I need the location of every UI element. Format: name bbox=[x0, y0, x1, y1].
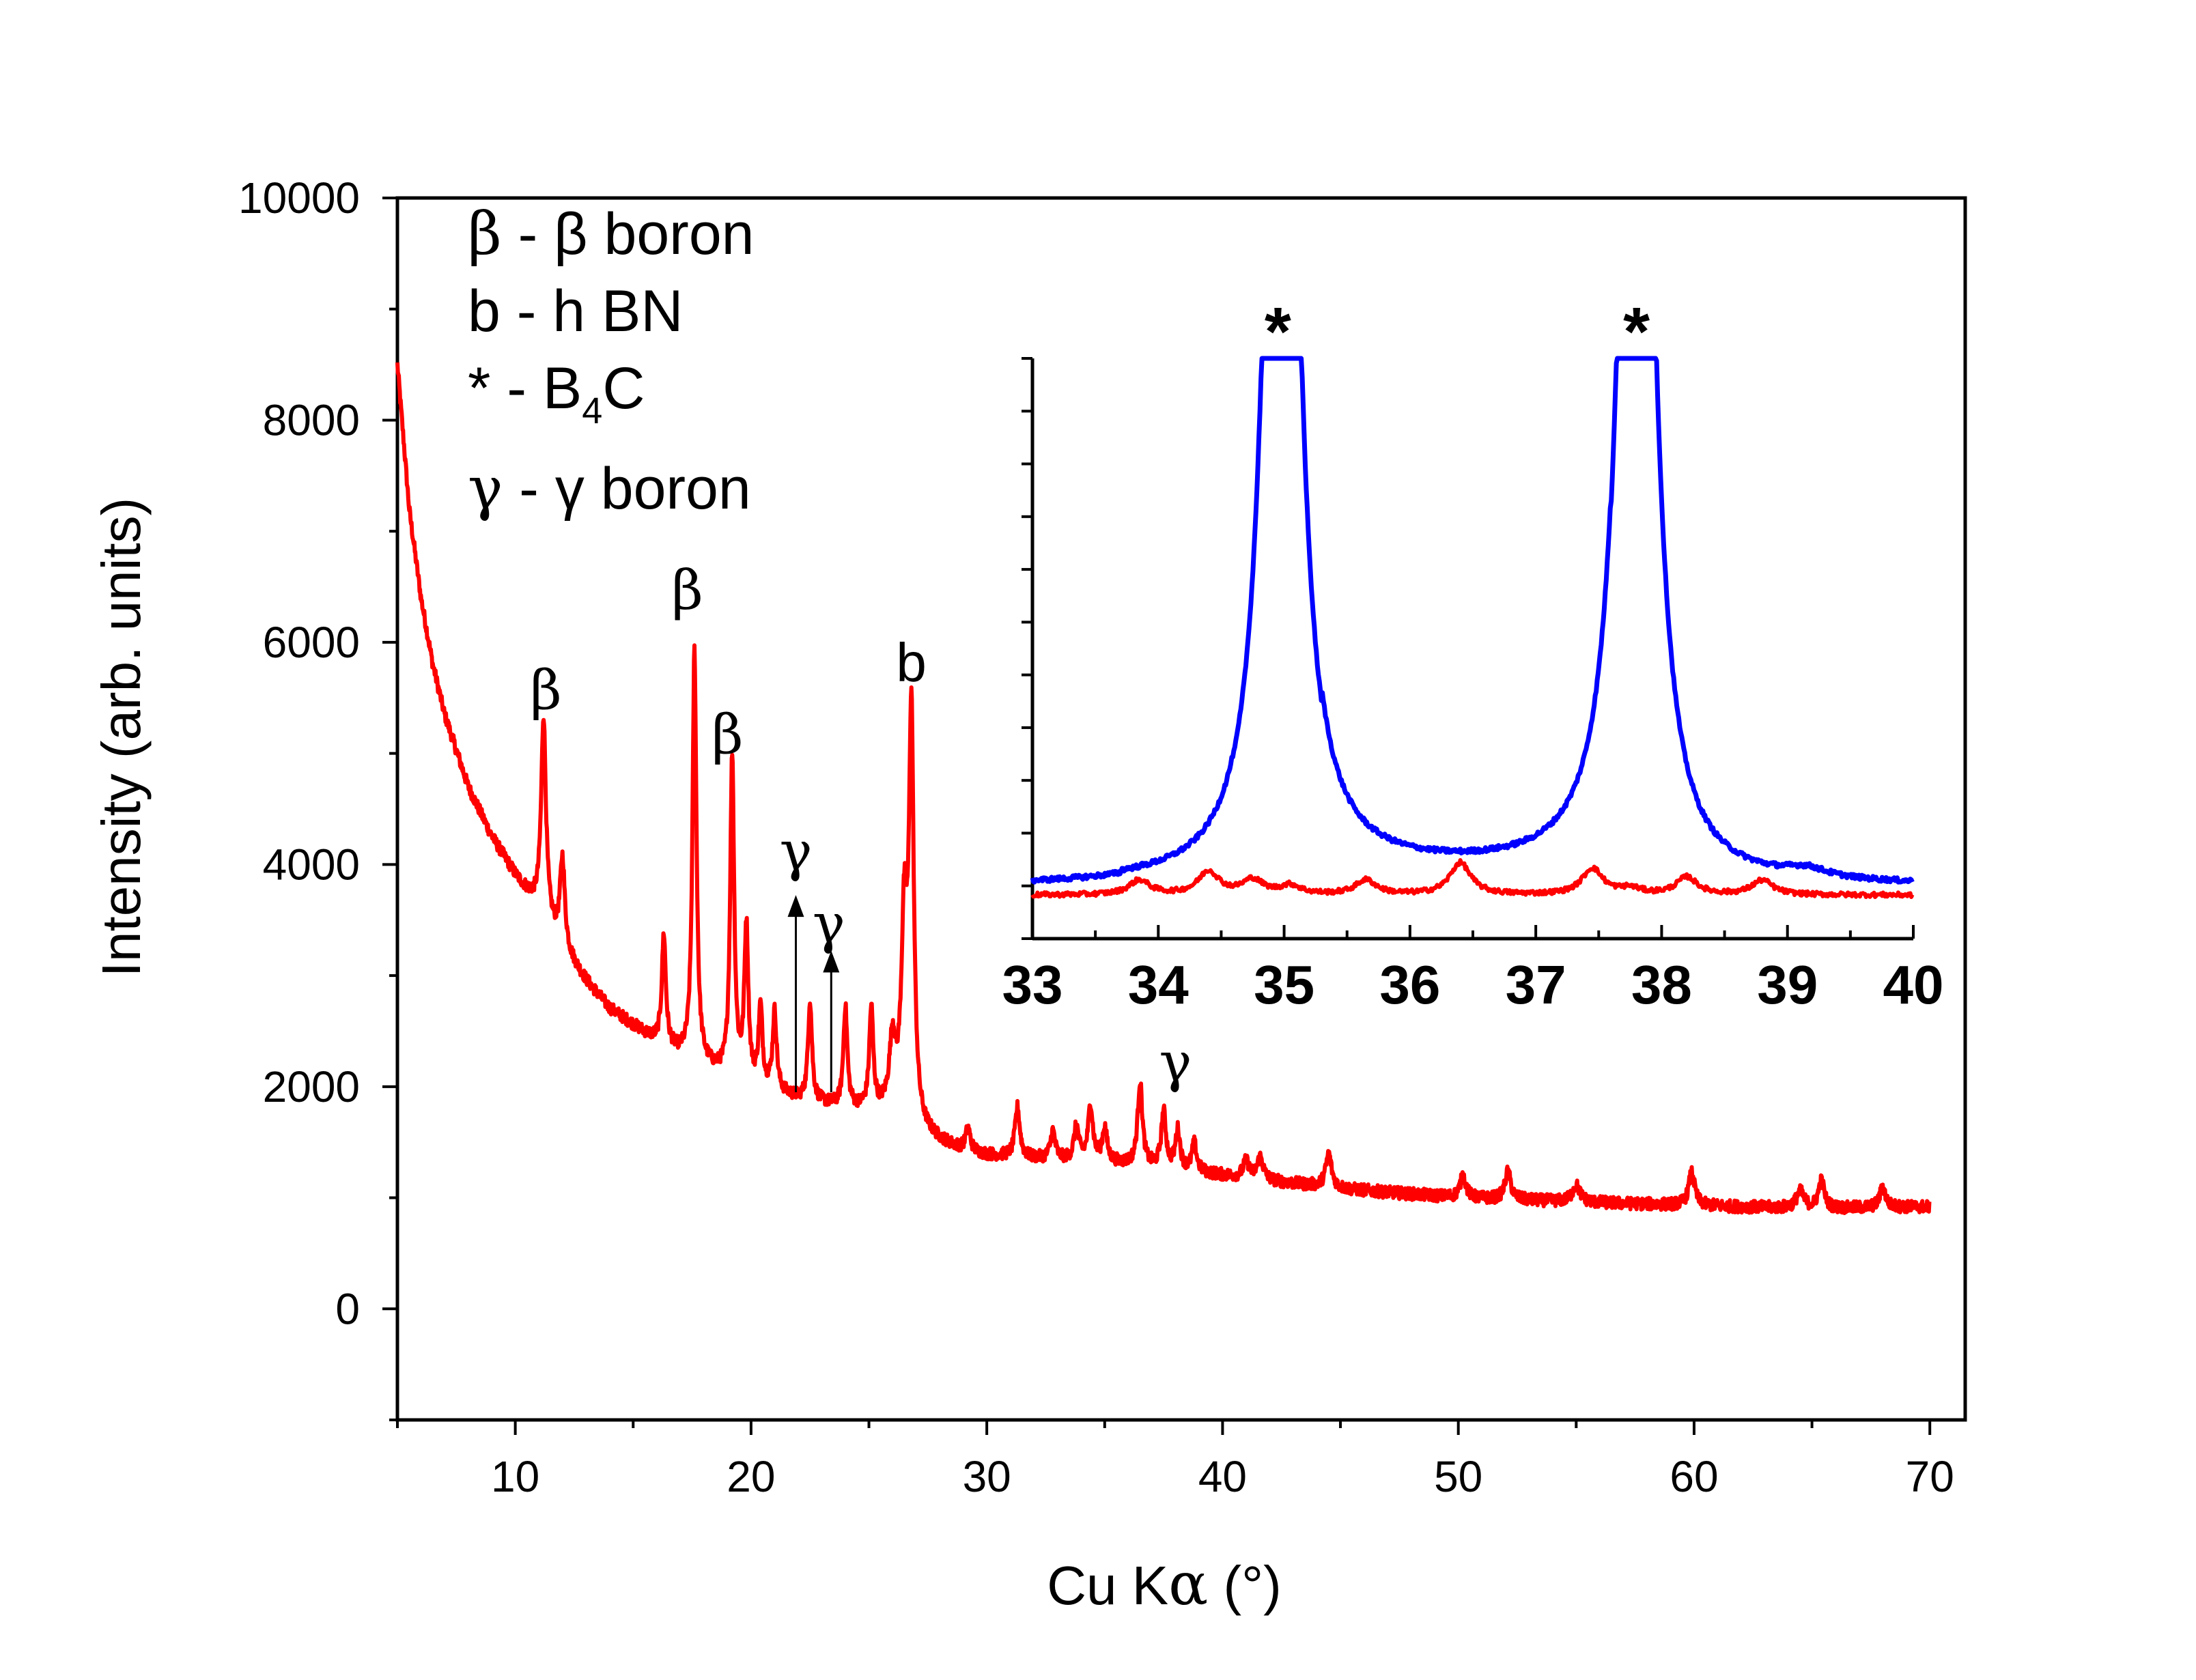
y-axis-title: Intensity (arb. units) bbox=[91, 498, 152, 978]
y-tick-label: 0 bbox=[335, 1284, 360, 1333]
peak-label: β bbox=[530, 659, 561, 722]
main-plot-frame bbox=[395, 196, 1967, 1422]
inset-x-tick-label: 37 bbox=[1506, 954, 1566, 1015]
inset-star-label: * bbox=[1623, 294, 1650, 370]
legend-star-subscript: 4 bbox=[582, 390, 602, 431]
legend-beta-label: β boron bbox=[554, 201, 754, 267]
legend-item-star: * - B4C bbox=[468, 356, 645, 431]
x-axis-title: Cu Kα (°) bbox=[1047, 1550, 1281, 1619]
legend-b-symbol: b bbox=[468, 279, 501, 344]
annotation-arrow-head bbox=[823, 950, 840, 973]
legend-star-symbol: * bbox=[468, 356, 490, 421]
peak-label: γ bbox=[1159, 1031, 1192, 1094]
inset-series-blue bbox=[1030, 356, 1915, 885]
inset-star-label: * bbox=[1265, 294, 1291, 370]
x-tick-label: 30 bbox=[963, 1452, 1011, 1501]
inset-peak-labels: * * bbox=[1265, 294, 1650, 370]
y-tick-label: 4000 bbox=[263, 840, 360, 889]
annotation-arrow-head bbox=[787, 895, 804, 917]
inset-x-tick-label: 38 bbox=[1631, 954, 1692, 1015]
inset-x-tick-label: 40 bbox=[1883, 954, 1944, 1015]
peak-label: b bbox=[896, 632, 927, 693]
legend: β - β boron b - h BN * - B4C γ - γ boron bbox=[468, 200, 754, 523]
inset-x-tick-label: 33 bbox=[1002, 954, 1063, 1015]
y-tick-label: 6000 bbox=[263, 618, 360, 667]
inset-y-ticks bbox=[1022, 357, 1032, 940]
inset-chart: 33 34 35 36 37 38 39 40 * * bbox=[1002, 294, 1944, 1015]
y-tick-label: 2000 bbox=[263, 1062, 360, 1111]
inset-x-tick-label: 39 bbox=[1757, 954, 1818, 1015]
legend-item-gamma: γ - γ boron bbox=[468, 455, 751, 523]
x-tick-label: 20 bbox=[727, 1452, 775, 1501]
x-axis-title-part-1: Cu K bbox=[1047, 1555, 1168, 1616]
inset-x-ticks: 33 34 35 36 37 38 39 40 bbox=[1002, 925, 1944, 1015]
main-y-ticks: 0 2000 4000 6000 8000 10000 bbox=[238, 173, 397, 1421]
peak-label: β bbox=[672, 558, 703, 622]
peak-label: β bbox=[712, 703, 743, 767]
y-tick-label: 8000 bbox=[263, 395, 360, 444]
x-tick-label: 70 bbox=[1906, 1452, 1954, 1501]
inset-x-tick-label: 34 bbox=[1128, 954, 1189, 1015]
legend-item-b: b - h BN bbox=[468, 279, 683, 344]
legend-item-beta: β - β boron bbox=[468, 200, 754, 268]
legend-gamma-label: γ boron bbox=[555, 456, 751, 522]
x-tick-label: 10 bbox=[491, 1452, 539, 1501]
x-axis-title-part-2: α bbox=[1168, 1550, 1208, 1619]
main-series-line bbox=[395, 362, 1932, 1215]
peak-label: γ bbox=[780, 820, 813, 883]
legend-gamma-symbol: γ bbox=[468, 455, 503, 523]
x-tick-label: 60 bbox=[1670, 1452, 1718, 1501]
inset-series-red bbox=[1030, 858, 1915, 899]
main-x-ticks: 10 20 30 40 50 60 70 bbox=[396, 1420, 1954, 1501]
main-arrows bbox=[787, 895, 840, 1092]
inset-x-tick-label: 35 bbox=[1254, 954, 1314, 1015]
y-tick-label: 10000 bbox=[238, 173, 360, 223]
x-tick-label: 40 bbox=[1198, 1452, 1247, 1501]
legend-b-label: h BN bbox=[552, 279, 683, 344]
peak-label: γ bbox=[813, 892, 845, 955]
legend-beta-symbol: β bbox=[468, 200, 502, 268]
legend-star-label: B bbox=[543, 356, 582, 421]
inset-x-tick-label: 36 bbox=[1379, 954, 1440, 1015]
legend-star-suffix: C bbox=[602, 356, 645, 421]
x-axis-title-part-3: (°) bbox=[1208, 1555, 1282, 1616]
x-tick-label: 50 bbox=[1434, 1452, 1482, 1501]
